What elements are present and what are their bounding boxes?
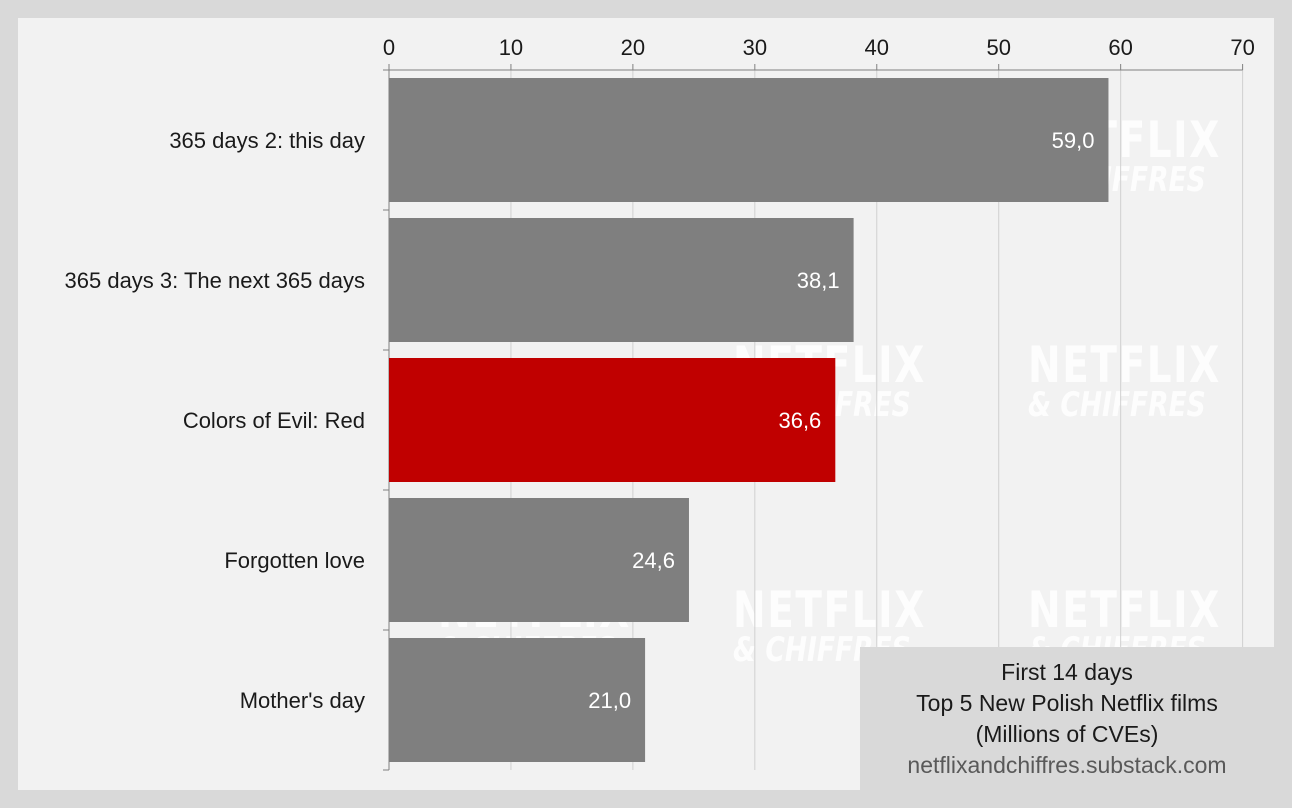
bar-value-label: 36,6: [778, 408, 821, 433]
bar-value-label: 21,0: [588, 688, 631, 713]
bar-value-label: 38,1: [797, 268, 840, 293]
info-box: First 14 days Top 5 New Polish Netflix f…: [860, 647, 1274, 790]
info-source: netflixandchiffres.substack.com: [907, 752, 1227, 778]
bar-value-label: 59,0: [1052, 128, 1095, 153]
category-label: 365 days 3: The next 365 days: [65, 268, 365, 293]
x-tick-label: 20: [621, 35, 645, 60]
bar-chart: 0 10 20 30 40 50 60 70 59,0 365 days 2: this day 3…: [65, 35, 1255, 771]
x-tick-label: 60: [1108, 35, 1132, 60]
x-tick-label: 70: [1230, 35, 1254, 60]
bar: [389, 358, 836, 482]
bar: [389, 78, 1109, 202]
watermark-logo: NETFLIX& CHIFFRES: [1028, 336, 1221, 425]
x-tick-label: 30: [743, 35, 767, 60]
category-label: Forgotten love: [224, 548, 365, 573]
info-title: Top 5 New Polish Netflix films: [916, 690, 1218, 716]
info-period: First 14 days: [1001, 659, 1133, 685]
bar: [389, 638, 646, 762]
bar-value-label: 24,6: [632, 548, 675, 573]
x-tick-label: 10: [499, 35, 523, 60]
info-unit: (Millions of CVEs): [975, 721, 1159, 747]
x-tick-label: 50: [986, 35, 1010, 60]
x-tick-label: 0: [383, 35, 395, 60]
bar: [389, 498, 689, 622]
category-label: Colors of Evil: Red: [183, 408, 365, 433]
x-tick-label: 40: [865, 35, 889, 60]
category-label: Mother's day: [240, 688, 365, 713]
bar: [389, 218, 854, 342]
category-label: 365 days 2: this day: [169, 128, 365, 153]
